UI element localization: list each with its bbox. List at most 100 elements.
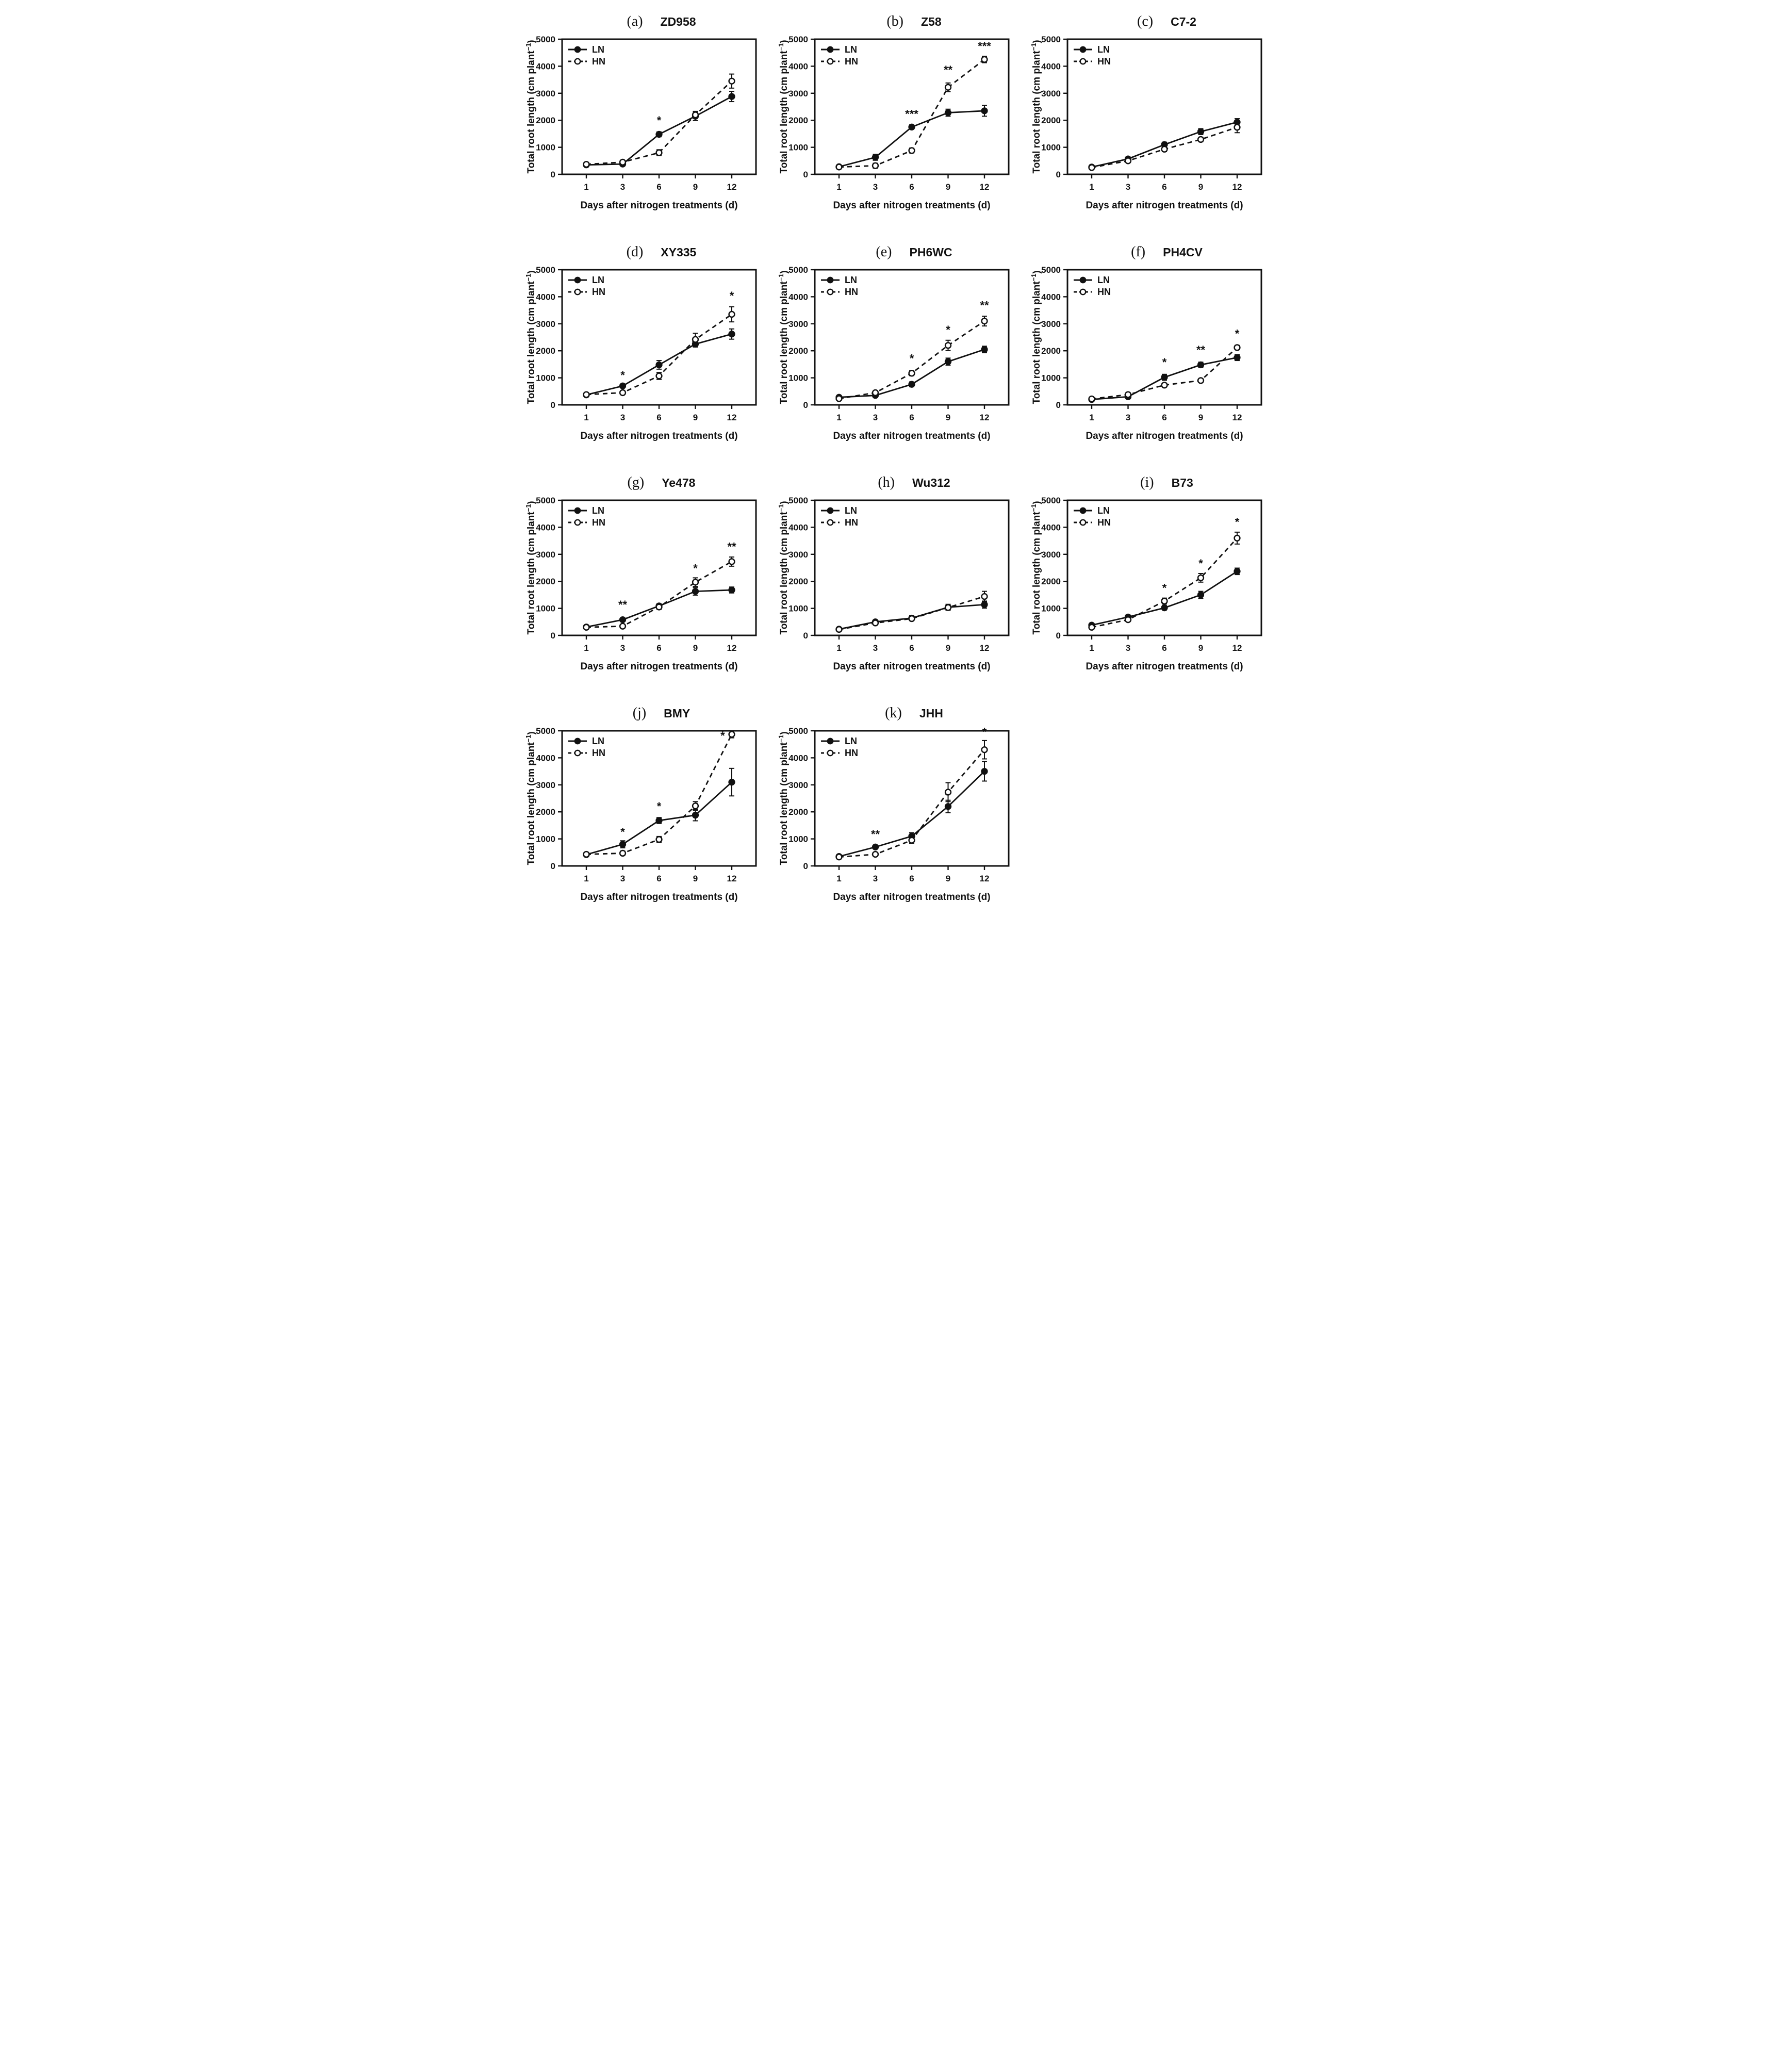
y-tick-label: 4000	[788, 522, 808, 532]
data-point-hn-d9	[692, 802, 699, 810]
panel-title-row: (a) ZD958	[523, 13, 764, 34]
data-point-ln-d6	[1160, 604, 1168, 612]
y-tick-label: 5000	[536, 726, 555, 736]
chart-panel-e: (e) PH6WC 0 1000 2000 3000 4000 5000 1 3 6 9 12 Days …	[776, 244, 1017, 459]
significance-asterisk: **	[870, 828, 880, 841]
x-tick-label: 12	[727, 643, 736, 653]
x-tick-label: 9	[1198, 182, 1203, 192]
x-tick-label: 1	[1089, 182, 1094, 192]
data-point-hn-d12	[980, 317, 988, 325]
y-axis-label-text: Total root length (cm plant	[779, 742, 790, 865]
data-point-hn-d3	[1124, 616, 1131, 624]
x-tick-label: 6	[656, 182, 661, 192]
y-axis-label-text: Total root length (cm plant	[526, 512, 537, 635]
legend-label-ln: LN	[845, 505, 857, 516]
legend-label-ln: LN	[1097, 505, 1110, 516]
panel-title-row: (b) Z58	[776, 13, 1017, 34]
panel-letter: (a)	[627, 13, 643, 29]
panel-title: C7-2	[1171, 15, 1196, 28]
y-tick-label: 5000	[788, 726, 808, 736]
x-tick-label: 3	[1125, 643, 1130, 653]
x-tick-label: 9	[693, 874, 697, 883]
panel-title: Z58	[921, 15, 942, 28]
data-point-hn-d12	[1233, 344, 1241, 351]
significance-asterisk: **	[618, 598, 627, 611]
legend-label-ln: LN	[592, 505, 604, 516]
data-point-hn-d9	[944, 604, 951, 611]
x-tick-label: 1	[584, 182, 588, 192]
legend-label-ln: LN	[845, 44, 857, 55]
legend: LN HN	[820, 275, 858, 297]
x-tick-label: 12	[1232, 182, 1242, 192]
legend-marker-open-circle	[574, 519, 581, 526]
y-tick-label: 4000	[1041, 292, 1061, 302]
x-axis-label: Days after nitrogen treatments (d)	[580, 200, 737, 211]
panel-letter: (h)	[878, 474, 895, 490]
data-point-ln-d12	[1233, 354, 1241, 361]
x-axis-label: Days after nitrogen treatments (d)	[1086, 431, 1243, 441]
y-axis-label: Total root length (cm plant−1)	[524, 501, 537, 634]
x-tick-label: 12	[979, 643, 989, 653]
x-axis-label: Days after nitrogen treatments (d)	[833, 892, 990, 903]
legend-label-ln: LN	[592, 44, 604, 55]
y-axis-label-superscript: −1	[777, 734, 785, 742]
x-tick-label: 9	[945, 182, 950, 192]
panel-letter: (g)	[627, 474, 645, 490]
x-tick-label: 3	[1125, 182, 1130, 192]
chart-panel-h: (h) Wu312 0 1000 2000 3000 4000 5000 1 3 6 9 12 Days …	[776, 474, 1017, 690]
y-tick-label: 5000	[1041, 496, 1061, 505]
x-tick-label: 1	[836, 182, 841, 192]
data-point-hn-d6	[1160, 597, 1168, 605]
data-point-hn-d6	[1160, 382, 1168, 389]
series-hn	[582, 556, 735, 631]
data-point-ln-d6	[908, 381, 915, 388]
legend-label-hn: HN	[592, 287, 605, 297]
y-axis-label-superscript: −1	[524, 504, 532, 512]
significance-asterisk: *	[656, 114, 661, 127]
legend-marker-filled-circle	[827, 738, 833, 745]
data-point-hn-d12	[980, 593, 988, 600]
legend-marker-filled-circle	[827, 507, 833, 514]
y-axis-label-text: Total root length (cm plant	[1031, 281, 1042, 404]
x-tick-label: 12	[1232, 643, 1242, 653]
panel-title: PH6WC	[909, 245, 952, 259]
x-tick-label: 6	[656, 643, 661, 653]
y-tick-label: 2000	[536, 807, 555, 817]
y-axis-label: Total root length (cm plant−1)	[524, 40, 537, 173]
legend-marker-open-circle	[574, 749, 581, 757]
legend-label-hn: HN	[592, 517, 605, 528]
data-point-ln-d9	[692, 587, 699, 595]
chart-panel-i: (i) B73 0 1000 2000 3000 4000 5000 1 3 6 9 12 Days af…	[1028, 474, 1270, 690]
y-tick-label: 1000	[1041, 604, 1061, 614]
x-tick-label: 1	[584, 874, 588, 883]
y-tick-label: 5000	[788, 265, 808, 275]
chart-panel-g: (g) Ye478 0 1000 2000 3000 4000 5000 1 3 6 9 12 Days …	[523, 474, 764, 690]
y-tick-label: 3000	[788, 89, 808, 99]
y-axis-label-superscript: −1	[1030, 273, 1038, 281]
y-tick-label: 4000	[788, 753, 808, 763]
y-tick-label: 3000	[536, 319, 555, 329]
series-hn	[582, 306, 735, 398]
data-point-hn-d3	[1124, 391, 1131, 398]
data-point-ln-d9	[944, 358, 951, 365]
x-tick-label: 1	[584, 643, 588, 653]
x-tick-label: 12	[979, 182, 989, 192]
y-tick-label: 4000	[1041, 522, 1061, 532]
data-point-ln-d3	[872, 154, 879, 161]
chart-svg-a: 0 1000 2000 3000 4000 5000 1 3 6 9 12 Days after ni…	[524, 35, 757, 211]
y-tick-label: 2000	[536, 577, 555, 586]
legend-marker-open-circle	[1079, 519, 1086, 526]
legend-marker-filled-circle	[574, 46, 581, 53]
data-point-ln-d12	[980, 346, 988, 353]
x-tick-label: 12	[727, 182, 736, 192]
x-axis-label: Days after nitrogen treatments (d)	[833, 200, 990, 211]
plot-frame	[561, 730, 757, 867]
data-point-hn-d1	[1088, 164, 1095, 171]
series-ln	[1088, 118, 1241, 171]
y-axis-label-close: )	[526, 731, 536, 734]
series-ln	[582, 767, 735, 858]
y-tick-label: 3000	[788, 550, 808, 560]
y-tick-label: 1000	[536, 373, 555, 383]
legend-label-ln: LN	[592, 736, 604, 746]
x-tick-label: 3	[1125, 413, 1130, 422]
